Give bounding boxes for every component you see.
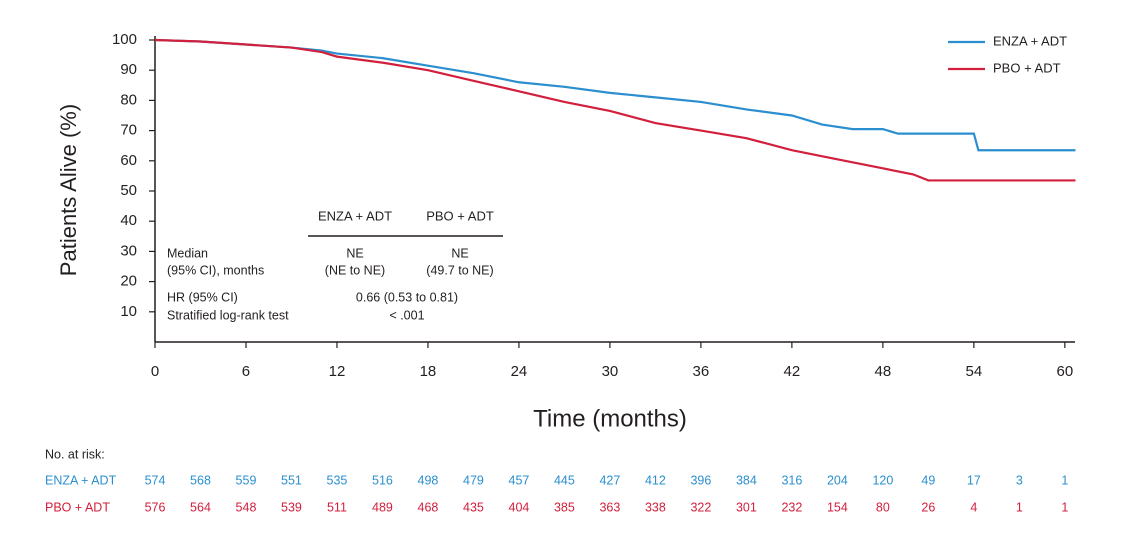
inset-cell: (NE to NE) [325, 263, 385, 277]
risk-count: 412 [645, 473, 666, 487]
risk-count: 489 [372, 500, 393, 514]
y-tick-label: 40 [120, 212, 137, 229]
risk-count: 322 [690, 500, 711, 514]
risk-count: 120 [872, 473, 893, 487]
inset-column-header: PBO + ADT [426, 208, 494, 223]
inset-cell: NE [346, 246, 363, 260]
risk-count: 396 [690, 473, 711, 487]
risk-count: 338 [645, 500, 666, 514]
inset-column-header: ENZA + ADT [318, 208, 392, 223]
x-tick-label: 0 [151, 363, 159, 380]
risk-count: 17 [967, 473, 981, 487]
risk-count: 1 [1016, 500, 1023, 514]
risk-count: 457 [509, 473, 530, 487]
risk-count: 576 [145, 500, 166, 514]
y-tick-label: 30 [120, 242, 137, 259]
risk-table-title: No. at risk: [45, 447, 105, 461]
y-tick-label: 20 [120, 273, 137, 290]
risk-count: 564 [190, 500, 211, 514]
risk-row-label: ENZA + ADT [45, 473, 117, 487]
inset-row-label: Stratified log-rank test [167, 308, 289, 322]
x-tick-label: 48 [875, 363, 892, 380]
risk-count: 445 [554, 473, 575, 487]
survival-curve [154, 38, 1076, 182]
inset-cell: (49.7 to NE) [426, 263, 493, 277]
survival-curve [154, 38, 1076, 152]
y-tick-label: 100 [112, 31, 137, 48]
risk-count: 516 [372, 473, 393, 487]
y-tick-label: 90 [120, 61, 137, 78]
risk-count: 316 [781, 473, 802, 487]
risk-count: 1 [1061, 500, 1068, 514]
risk-count: 385 [554, 500, 575, 514]
x-tick-label: 12 [329, 363, 346, 380]
risk-count: 384 [736, 473, 757, 487]
inset-cell: NE [451, 246, 468, 260]
x-tick-label: 6 [242, 363, 250, 380]
risk-count: 3 [1016, 473, 1023, 487]
risk-count: 204 [827, 473, 848, 487]
risk-count: 559 [236, 473, 257, 487]
risk-count: 435 [463, 500, 484, 514]
x-tick-label: 30 [602, 363, 619, 380]
inset-row-label: (95% CI), months [167, 263, 264, 277]
risk-count: 404 [509, 500, 530, 514]
risk-count: 568 [190, 473, 211, 487]
risk-count: 49 [921, 473, 935, 487]
x-tick-label: 60 [1056, 363, 1073, 380]
risk-count: 301 [736, 500, 757, 514]
inset-row-label: HR (95% CI) [167, 290, 238, 304]
risk-count: 4 [970, 500, 977, 514]
inset-cell: < .001 [389, 308, 424, 322]
risk-count: 232 [781, 500, 802, 514]
risk-count: 80 [876, 500, 890, 514]
x-axis-label: Time (months) [533, 405, 687, 432]
risk-count: 535 [327, 473, 348, 487]
y-axis-label: Patients Alive (%) [56, 104, 81, 276]
y-tick-label: 50 [120, 182, 137, 199]
x-tick-label: 42 [784, 363, 801, 380]
risk-row-label: PBO + ADT [45, 500, 110, 514]
legend-label: PBO + ADT [993, 60, 1061, 75]
y-tick-label: 70 [120, 122, 137, 139]
x-tick-label: 24 [511, 363, 528, 380]
risk-count: 427 [599, 473, 620, 487]
x-tick-label: 18 [420, 363, 437, 380]
y-tick-label: 80 [120, 91, 137, 108]
risk-count: 539 [281, 500, 302, 514]
inset-row-label: Median [167, 246, 208, 260]
legend-label: ENZA + ADT [993, 33, 1067, 48]
x-tick-label: 36 [693, 363, 710, 380]
risk-count: 468 [418, 500, 439, 514]
risk-count: 548 [236, 500, 257, 514]
risk-count: 1 [1061, 473, 1068, 487]
y-tick-label: 10 [120, 303, 137, 320]
risk-count: 363 [599, 500, 620, 514]
x-tick-label: 54 [966, 363, 983, 380]
risk-count: 154 [827, 500, 848, 514]
risk-count: 498 [418, 473, 439, 487]
risk-count: 551 [281, 473, 302, 487]
risk-count: 26 [921, 500, 935, 514]
risk-count: 574 [145, 473, 166, 487]
inset-cell: 0.66 (0.53 to 0.81) [356, 290, 458, 304]
risk-count: 511 [327, 500, 347, 514]
risk-count: 479 [463, 473, 484, 487]
y-tick-label: 60 [120, 152, 137, 169]
